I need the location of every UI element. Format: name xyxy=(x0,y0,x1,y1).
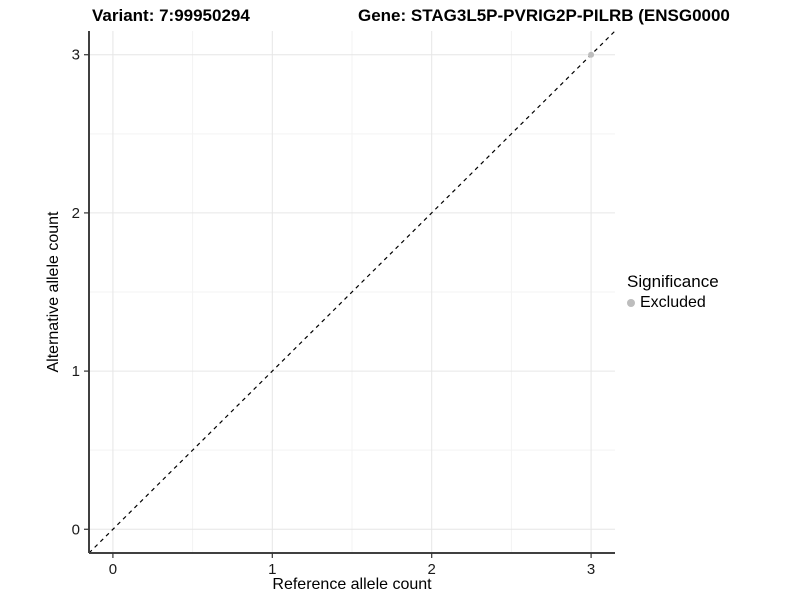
x-tick-label: 0 xyxy=(109,561,117,578)
plot-title-variant: Variant: 7:99950294 xyxy=(92,6,250,25)
identity-reference-line xyxy=(88,30,616,554)
data-point xyxy=(588,51,595,58)
y-tick-label: 3 xyxy=(72,47,80,64)
x-tick-label: 1 xyxy=(268,561,276,578)
x-tick-label: 2 xyxy=(428,561,436,578)
x-axis-title: Reference allele count xyxy=(272,576,432,593)
legend-item-label: Excluded xyxy=(640,294,706,311)
plot-title-gene: Gene: STAG3L5P-PVRIG2P-PILRB (ENSG0000 xyxy=(358,6,730,25)
y-tick-label: 1 xyxy=(72,363,80,380)
legend-title: Significance xyxy=(627,272,719,291)
x-tick-label: 3 xyxy=(587,561,595,578)
y-tick-label: 0 xyxy=(72,521,80,538)
y-tick-label: 2 xyxy=(72,205,80,222)
legend: Significance Excluded xyxy=(627,272,719,312)
legend-item-excluded: Excluded xyxy=(627,294,719,312)
y-axis-title: Alternative allele count xyxy=(45,211,62,373)
legend-point-icon xyxy=(627,299,635,307)
